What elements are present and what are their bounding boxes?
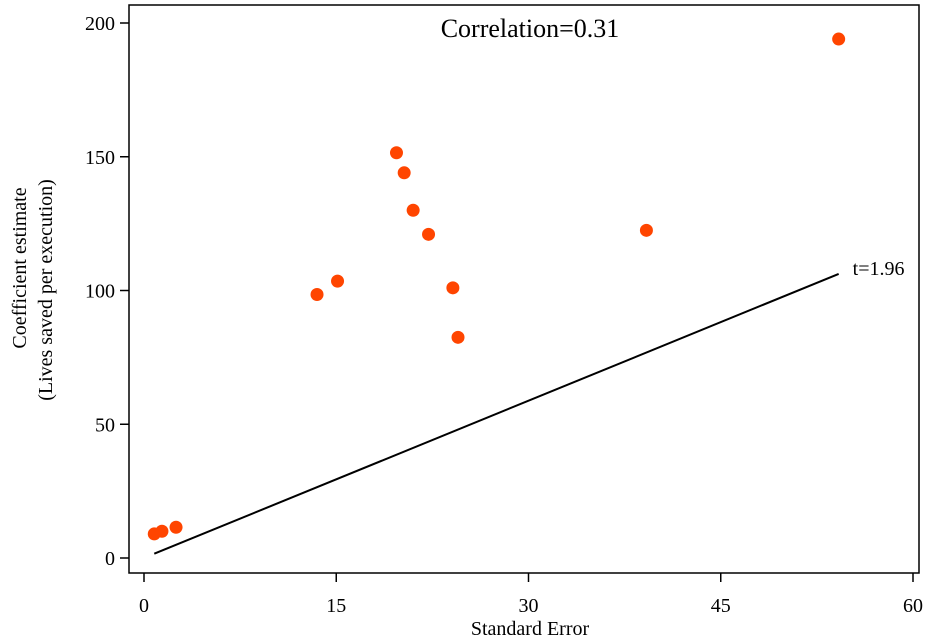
reference-line-group: t=1.96 [153, 258, 905, 555]
data-point [406, 203, 420, 217]
x-tick-label: 0 [139, 595, 149, 617]
data-point [155, 524, 169, 538]
y-tick-label: 50 [95, 414, 115, 436]
y-axis-title-line1: Coefficient estimate [9, 187, 31, 348]
y-tick-label: 0 [105, 548, 115, 570]
x-axis-title: Standard Error [471, 618, 590, 640]
data-point [331, 274, 345, 288]
correlation-annotation: Correlation=0.31 [441, 14, 620, 43]
data-points [147, 32, 846, 541]
y-axis-title-line2: (Lives saved per execution) [35, 179, 57, 401]
data-point [446, 281, 460, 295]
x-tick-label: 45 [711, 595, 731, 617]
x-axis: 0 15 30 45 60 [139, 573, 923, 617]
x-tick-label: 15 [326, 595, 346, 617]
data-point [639, 223, 653, 237]
data-point [422, 227, 436, 241]
data-point [310, 288, 324, 302]
y-tick-label: 150 [85, 147, 115, 169]
x-tick-label: 30 [519, 595, 539, 617]
y-axis: 0 50 100 150 200 [85, 13, 129, 570]
data-point [169, 520, 183, 534]
plot-frame [128, 4, 920, 574]
data-point [389, 146, 403, 160]
reference-line-label: t=1.96 [853, 258, 905, 280]
data-point [397, 166, 411, 180]
y-tick-label: 100 [85, 281, 115, 303]
data-point [451, 330, 465, 344]
data-point [832, 32, 846, 46]
reference-line [153, 272, 840, 555]
x-tick-label: 60 [903, 595, 923, 617]
y-tick-label: 200 [85, 13, 115, 35]
